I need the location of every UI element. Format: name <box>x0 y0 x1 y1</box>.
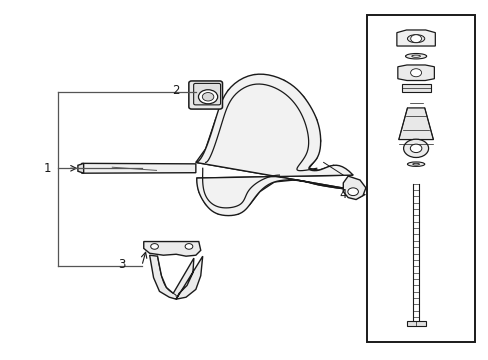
Ellipse shape <box>407 35 424 43</box>
Polygon shape <box>397 65 433 81</box>
Polygon shape <box>149 255 203 299</box>
Circle shape <box>150 244 158 249</box>
Polygon shape <box>343 176 365 199</box>
Text: 2: 2 <box>172 84 180 97</box>
Text: 4: 4 <box>339 188 346 201</box>
Ellipse shape <box>407 162 424 166</box>
Polygon shape <box>195 74 352 216</box>
Polygon shape <box>78 163 83 173</box>
Circle shape <box>347 188 358 195</box>
FancyBboxPatch shape <box>188 81 222 109</box>
Polygon shape <box>195 75 352 214</box>
Polygon shape <box>143 242 201 256</box>
Circle shape <box>202 93 213 101</box>
Ellipse shape <box>411 55 420 57</box>
Polygon shape <box>396 30 434 46</box>
Bar <box>366 15 474 342</box>
Text: 3: 3 <box>118 258 125 271</box>
Circle shape <box>185 244 192 249</box>
Polygon shape <box>406 321 425 326</box>
Circle shape <box>198 90 217 104</box>
Circle shape <box>409 144 421 153</box>
Polygon shape <box>401 84 429 92</box>
Ellipse shape <box>412 163 419 165</box>
Polygon shape <box>398 108 432 140</box>
FancyBboxPatch shape <box>193 84 220 105</box>
Circle shape <box>403 139 427 157</box>
Circle shape <box>410 69 421 77</box>
Ellipse shape <box>405 54 426 59</box>
Text: 1: 1 <box>44 162 51 175</box>
Circle shape <box>410 35 421 42</box>
Polygon shape <box>81 163 195 173</box>
